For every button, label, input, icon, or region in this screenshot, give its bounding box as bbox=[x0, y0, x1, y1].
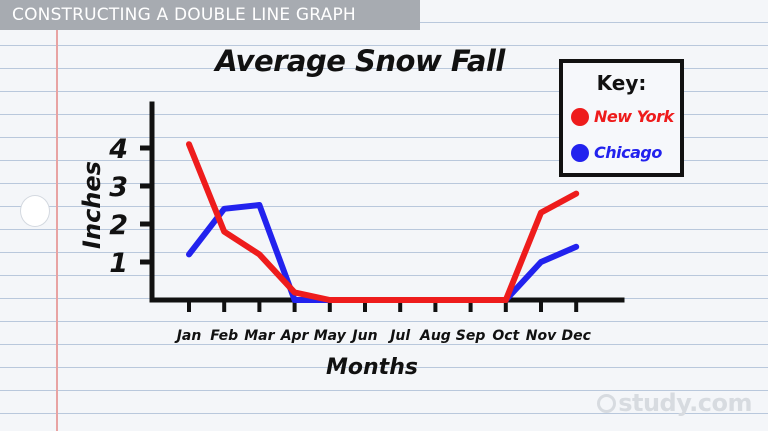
x-tick-label-jan: Jan bbox=[174, 328, 202, 344]
y-tick-label: 3 bbox=[109, 172, 128, 203]
legend-red-dot-icon bbox=[571, 108, 589, 126]
x-axis-label: Months bbox=[326, 355, 418, 380]
watermark-text: study.com bbox=[618, 389, 752, 417]
y-tick-label: 4 bbox=[108, 134, 128, 165]
x-tick-label-apr: Apr bbox=[280, 328, 310, 344]
y-tick-label: 2 bbox=[109, 210, 128, 241]
x-tick-label-feb: Feb bbox=[210, 328, 238, 344]
series-line-new-york bbox=[186, 141, 580, 303]
study-logo-icon bbox=[597, 394, 617, 413]
x-tick-label-mar: Mar bbox=[244, 328, 275, 344]
notebook-hole bbox=[20, 195, 50, 227]
watermark: study.com bbox=[597, 389, 752, 417]
x-tick-label-jun: Jun bbox=[349, 328, 377, 344]
x-tick-label-dec: Dec bbox=[561, 328, 591, 344]
y-axis-label: Inches bbox=[78, 161, 106, 249]
banner-text: CONSTRUCTING A DOUBLE LINE GRAPH bbox=[12, 5, 356, 25]
legend-label-chicago: Chicago bbox=[594, 143, 662, 162]
x-tick-label-oct: Oct bbox=[492, 328, 520, 344]
legend-blue-dot-icon bbox=[571, 144, 589, 162]
x-tick-label-jul: Jul bbox=[387, 328, 410, 344]
x-tick-label-sep: Sep bbox=[456, 328, 486, 344]
x-tick-label-nov: Nov bbox=[526, 328, 557, 344]
chart-title: Average Snow Fall bbox=[215, 44, 505, 78]
x-tick-label-aug: Aug bbox=[419, 328, 451, 344]
y-tick-label: 1 bbox=[109, 248, 128, 279]
series-line-chicago bbox=[186, 202, 580, 303]
section-banner: CONSTRUCTING A DOUBLE LINE GRAPH bbox=[0, 0, 420, 30]
legend: Key: New York Chicago bbox=[559, 59, 684, 177]
legend-label-new-york: New York bbox=[594, 107, 674, 126]
x-tick-label-may: May bbox=[314, 328, 347, 344]
legend-title: Key: bbox=[596, 71, 647, 95]
